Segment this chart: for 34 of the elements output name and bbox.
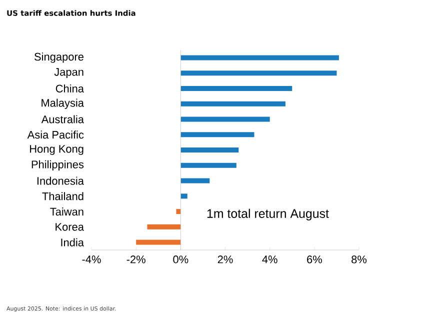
bar [180, 194, 188, 199]
x-tick-label: -2% [126, 256, 146, 264]
bar [180, 148, 239, 152]
annotation: 1m total return August [207, 208, 329, 220]
bar [180, 70, 337, 76]
y-tick-label: Singapore [34, 52, 84, 63]
x-tick-label: 2% [218, 256, 233, 264]
bar [147, 224, 181, 230]
bar [180, 86, 292, 91]
bar [180, 132, 254, 138]
y-tick-label: Malaysia [42, 98, 84, 109]
x-tick-label: 4% [262, 256, 278, 264]
y-tick-label: Hong Kong [30, 145, 84, 155]
x-tick-label: -4% [82, 256, 101, 264]
y-tick-label: Australia [41, 115, 84, 124]
bar [136, 240, 181, 245]
bar [180, 55, 339, 60]
x-tick-label: 6% [307, 256, 322, 264]
bar [180, 178, 210, 184]
y-tick-label: Asia Pacific [27, 130, 84, 139]
x-tick-label: 8% [352, 256, 367, 264]
bar [180, 101, 286, 106]
bar [176, 209, 181, 214]
bar [180, 116, 270, 122]
y-tick-label: Indonesia [37, 176, 84, 185]
y-tick-label: India [61, 238, 84, 246]
y-tick-label: Philippines [32, 160, 84, 170]
y-tick-label: Japan [54, 68, 84, 78]
y-tick-label: Thailand [42, 192, 84, 200]
y-tick-label: Taiwan [50, 208, 84, 216]
y-tick-label: Korea [56, 223, 84, 231]
y-tick-label: China [56, 84, 84, 92]
x-tick-label: 0% [173, 256, 188, 264]
bar [180, 162, 236, 168]
